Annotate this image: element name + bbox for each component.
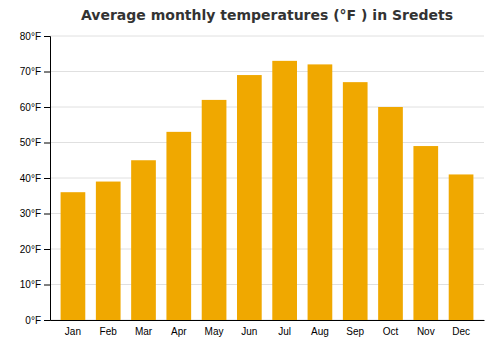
tick-label: Jan: [65, 326, 81, 337]
axis-line: [44, 37, 51, 321]
tick: 40°F: [20, 173, 50, 184]
chart: 0°F 10°F 20°F 30°F 40°F 50°F 60°F 70°F 80°F Jan Fe…: [0, 0, 500, 350]
tick-label: 10°F: [20, 279, 41, 290]
tick: 60°F: [20, 102, 50, 113]
title: Average monthly temperatures (°F ) in Sr…: [81, 7, 453, 23]
tick-label: May: [205, 326, 224, 337]
tick-label: 70°F: [20, 66, 41, 77]
tick-label: Dec: [452, 326, 470, 337]
tick-mark: [44, 36, 50, 37]
bar: [96, 182, 121, 320]
x-axis: Jan Feb Mar Apr May Jun Jul Aug Sep Oct Nov Dec: [51, 321, 485, 338]
grid: [50, 36, 484, 320]
tick-label: 0°F: [25, 315, 41, 326]
tick-label: Oct: [383, 326, 399, 337]
tick: Aug: [311, 326, 329, 337]
grid-line: [50, 71, 484, 72]
tick: Apr: [171, 326, 187, 337]
bar: [378, 107, 403, 320]
bar: [343, 82, 368, 320]
y-axis: 0°F 10°F 20°F 30°F 40°F 50°F 60°F 70°F 80°F: [20, 31, 51, 326]
tick-label: Apr: [171, 326, 187, 337]
axis-line: [51, 320, 485, 321]
plot-area: 0°F 10°F 20°F 30°F 40°F 50°F 60°F 70°F 80°F Jan Fe…: [20, 31, 485, 337]
tick: 0°F: [25, 315, 50, 326]
tick-label: 40°F: [20, 173, 41, 184]
tick: Feb: [100, 326, 118, 337]
tick-label: Nov: [417, 326, 435, 337]
tick: Jun: [241, 326, 257, 337]
tick-label: Aug: [311, 326, 329, 337]
tick: Oct: [383, 326, 399, 337]
tick: Dec: [452, 326, 470, 337]
tick-label: Feb: [100, 326, 118, 337]
tick: Jul: [278, 326, 291, 337]
bar: [237, 75, 262, 320]
bar: [202, 100, 227, 320]
bar: [308, 64, 333, 320]
bar: [272, 61, 297, 320]
tick-mark: [44, 143, 50, 144]
tick-mark: [44, 285, 50, 286]
tick-label: 20°F: [20, 244, 41, 255]
tick-mark: [44, 249, 50, 250]
tick-label: Jul: [278, 326, 291, 337]
tick-mark: [44, 214, 50, 215]
tick: 80°F: [20, 31, 50, 42]
tick-label: Mar: [135, 326, 153, 337]
tick: 10°F: [20, 279, 50, 290]
tick-mark: [44, 178, 50, 179]
tick-label: 60°F: [20, 102, 41, 113]
bar: [131, 160, 156, 320]
tick-mark: [44, 72, 50, 73]
tick: Jan: [65, 326, 81, 337]
grid-line: [50, 142, 484, 143]
tick-label: 80°F: [20, 31, 41, 42]
bars: [61, 61, 474, 320]
bar: [61, 192, 86, 320]
tick: Nov: [417, 326, 435, 337]
tick-label: Jun: [241, 326, 257, 337]
tick: 20°F: [20, 244, 50, 255]
tick: Mar: [135, 326, 153, 337]
tick: May: [205, 326, 224, 337]
tick-label: 50°F: [20, 137, 41, 148]
tick-mark: [44, 107, 50, 108]
tick: 50°F: [20, 137, 50, 148]
grid-line: [50, 107, 484, 108]
tick-label: Sep: [346, 326, 364, 337]
tick-label: 30°F: [20, 208, 41, 219]
tick-mark: [44, 320, 50, 321]
bar: [166, 132, 191, 320]
tick: Sep: [346, 326, 364, 337]
tick: 70°F: [20, 66, 50, 77]
grid-line: [50, 36, 484, 37]
bar: [413, 146, 438, 320]
bar: [449, 174, 474, 320]
tick: 30°F: [20, 208, 50, 219]
